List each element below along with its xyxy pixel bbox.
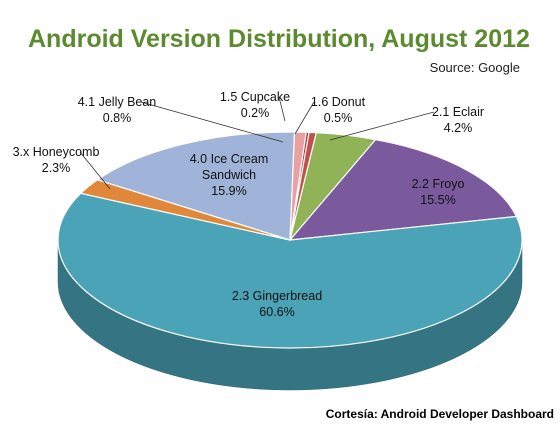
chart-title: Android Version Distribution, August 201…: [28, 25, 530, 53]
leader-4-1-jelly-bean: [140, 101, 284, 143]
leader-3-x-honeycomb: [79, 151, 111, 190]
value-1-6-donut: 0.5%: [324, 111, 353, 125]
slice-4-1-jelly-bean: [289, 131, 307, 241]
label-3-x-honeycomb: 3.x Honeycomb 2.3%: [13, 145, 100, 175]
value-2-3-gingerbread: 60.6%: [259, 305, 294, 319]
label-1-6-donut: 1.6 Donut 0.5%: [311, 95, 366, 125]
credit-note: Cortesía: Android Developer Dashboard: [325, 407, 554, 421]
label-2-2-froyo: 2.2 Froyo 15.5%: [412, 177, 465, 207]
leader-2-1-eclair: [329, 111, 435, 141]
slice-4-0-ice-cream-sandwich: [96, 131, 296, 241]
leader-lines: [79, 96, 435, 190]
value-2-2-froyo: 15.5%: [420, 193, 455, 207]
slice-2-3-gingerbread: [57, 192, 523, 349]
leader-1-5-cupcake: [278, 96, 286, 122]
leader-1-6-donut: [294, 101, 315, 135]
label-4-0-ice-cream-sandwich: 4.0 Ice Cream Sandwich 15.9%: [190, 152, 269, 198]
label-4-1-jelly-bean: 4.1 Jelly Bean 0.8%: [78, 95, 157, 125]
label-1-5-cupcake: 1.5 Cupcake 0.2%: [220, 90, 290, 120]
value-2-1-eclair: 4.2%: [444, 121, 473, 135]
value-3-x-honeycomb: 2.3%: [42, 161, 71, 175]
slice-labels: 1.5 Cupcake 0.2% 1.6 Donut 0.5% 2.1 Eclair 4.…: [13, 90, 484, 319]
slice-2-2-froyo: [288, 138, 518, 241]
label-2-1-eclair: 2.1 Eclair 4.2%: [432, 105, 484, 135]
value-4-1-jelly-bean: 0.8%: [103, 111, 132, 125]
value-1-5-cupcake: 0.2%: [241, 106, 270, 120]
label-2-3-gingerbread: 2.3 Gingerbread 60.6%: [232, 289, 322, 319]
value-4-0-ice-cream-sandwich: 15.9%: [211, 184, 246, 198]
chart-source: Source: Google: [429, 60, 520, 75]
pie-slices: [57, 131, 523, 349]
